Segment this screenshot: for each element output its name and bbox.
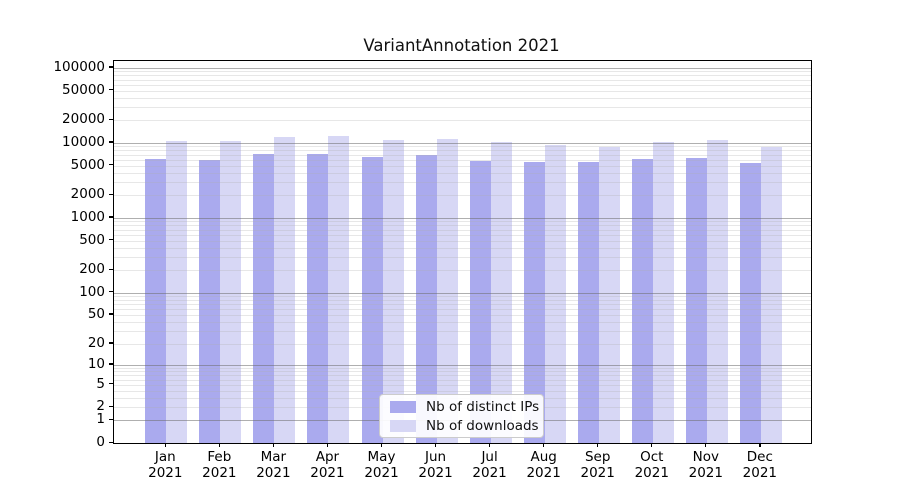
x-axis-tick-mark (381, 443, 383, 447)
x-axis-tick-mark (489, 443, 491, 447)
x-axis-tick-mark (326, 443, 329, 447)
y-axis-tick-mark (109, 418, 113, 421)
y-axis-tick-label: 5 (96, 375, 105, 392)
x-axis-month-label-sep: Sep 2021 (580, 449, 615, 481)
legend: Nb of distinct IPs Nb of downloads (379, 394, 544, 438)
y-axis-tick-label: 50 (87, 305, 105, 322)
bar-distinct-ips-may (361, 156, 383, 443)
bar-downloads-jul (490, 142, 512, 443)
y-axis-tick-mark (109, 216, 113, 218)
bar-distinct-ips-oct (631, 158, 653, 443)
y-axis-tick-label: 500 (79, 231, 105, 248)
bar-distinct-ips-dec (739, 163, 761, 443)
bar-distinct-ips-mar (253, 154, 275, 443)
y-axis-tick-mark (109, 441, 113, 443)
x-axis-month-label-mar: Mar 2021 (256, 449, 291, 481)
x-axis-tick-mark (272, 443, 275, 447)
y-axis-tick-mark (109, 66, 113, 68)
bar-distinct-ips-sep (577, 161, 599, 443)
y-axis-tick-label: 5000 (70, 156, 105, 173)
y-axis-tick-label: 20 (87, 334, 105, 351)
y-axis-tick-mark (109, 141, 113, 143)
bar-downloads-nov (706, 139, 728, 443)
bar-distinct-ips-apr (307, 154, 329, 443)
legend-item-downloads: Nb of downloads (380, 416, 543, 435)
bar-distinct-ips-jun (415, 155, 437, 443)
x-axis-month-label-feb: Feb 2021 (202, 449, 237, 481)
bar-downloads-may (382, 140, 404, 443)
y-axis-tick-mark (109, 164, 113, 166)
chart-title: VariantAnnotation 2021 (363, 36, 560, 55)
x-axis-tick-mark (164, 443, 166, 447)
bar-distinct-ips-jul (469, 160, 491, 443)
y-axis-tick-mark (109, 239, 113, 241)
bar-downloads-apr (328, 136, 350, 443)
x-axis-tick-mark (543, 443, 545, 447)
bar-downloads-mar (274, 137, 296, 443)
x-axis-tick-mark (651, 443, 653, 447)
x-axis-month-label-jul: Jul 2021 (472, 449, 507, 481)
bar-downloads-aug (544, 145, 566, 443)
x-axis-month-label-jan: Jan 2021 (148, 449, 183, 481)
y-axis-tick-mark (109, 363, 113, 365)
y-axis-tick-mark (109, 313, 113, 315)
y-axis-tick-mark (109, 405, 113, 407)
x-axis-tick-mark (705, 443, 707, 447)
x-axis-month-label-jun: Jun 2021 (418, 449, 453, 481)
y-axis-tick-label: 10000 (62, 133, 105, 150)
bar-downloads-dec (760, 147, 782, 443)
bar-distinct-ips-feb (199, 159, 221, 443)
legend-swatch-downloads-icon (390, 419, 416, 432)
y-axis-tick-mark (109, 342, 113, 344)
legend-label-downloads: Nb of downloads (426, 417, 539, 434)
y-axis-tick-label: 0 (96, 434, 105, 450)
y-axis-tick-label: 200 (79, 261, 105, 278)
y-axis-tick-label: 2000 (70, 186, 105, 203)
y-axis-tick-mark (109, 89, 113, 91)
y-axis-tick-mark (109, 268, 113, 270)
bar-downloads-jan (166, 141, 188, 443)
y-axis-tick-label: 20000 (62, 111, 105, 128)
x-axis-tick-mark (759, 443, 761, 447)
legend-label-distinct-ips: Nb of distinct IPs (426, 398, 540, 415)
y-axis-tick-label: 50000 (62, 81, 105, 98)
bar-distinct-ips-aug (523, 162, 545, 443)
x-axis-tick-mark (435, 443, 437, 447)
x-axis-month-label-nov: Nov 2021 (688, 449, 723, 481)
y-axis-tick-mark (109, 118, 113, 121)
y-axis-tick-mark (109, 291, 113, 293)
y-axis-tick-label: 1000 (70, 208, 105, 225)
x-axis-tick-mark (597, 443, 599, 447)
x-axis-month-label-may: May 2021 (364, 449, 399, 481)
y-axis-tick-mark (109, 193, 113, 196)
bar-downloads-feb (220, 141, 242, 443)
bar-distinct-ips-nov (685, 157, 707, 443)
bar-downloads-jun (436, 139, 458, 443)
x-axis-month-label-dec: Dec 2021 (742, 449, 778, 481)
y-axis-tick-mark (109, 383, 113, 385)
y-axis-tick-label: 100 (79, 283, 105, 300)
y-axis-tick-label: 1 (96, 411, 105, 428)
bar-downloads-oct (652, 141, 674, 443)
y-axis-tick-label: 100000 (53, 58, 105, 75)
x-axis-tick-mark (218, 443, 221, 447)
legend-swatch-distinct-ips-icon (390, 400, 416, 413)
bar-distinct-ips-jan (145, 159, 167, 443)
x-axis-month-label-oct: Oct 2021 (634, 449, 669, 481)
plot-area: Nb of distinct IPs Nb of downloads (113, 60, 812, 444)
y-axis-tick-label: 10 (87, 355, 105, 372)
legend-item-distinct-ips: Nb of distinct IPs (380, 397, 543, 416)
bar-downloads-sep (598, 147, 620, 443)
y-axis-tick-label: 2 (96, 398, 105, 415)
x-axis-month-label-apr: Apr 2021 (310, 449, 345, 481)
bars-layer (114, 61, 811, 443)
x-axis-month-label-aug: Aug 2021 (526, 449, 561, 481)
